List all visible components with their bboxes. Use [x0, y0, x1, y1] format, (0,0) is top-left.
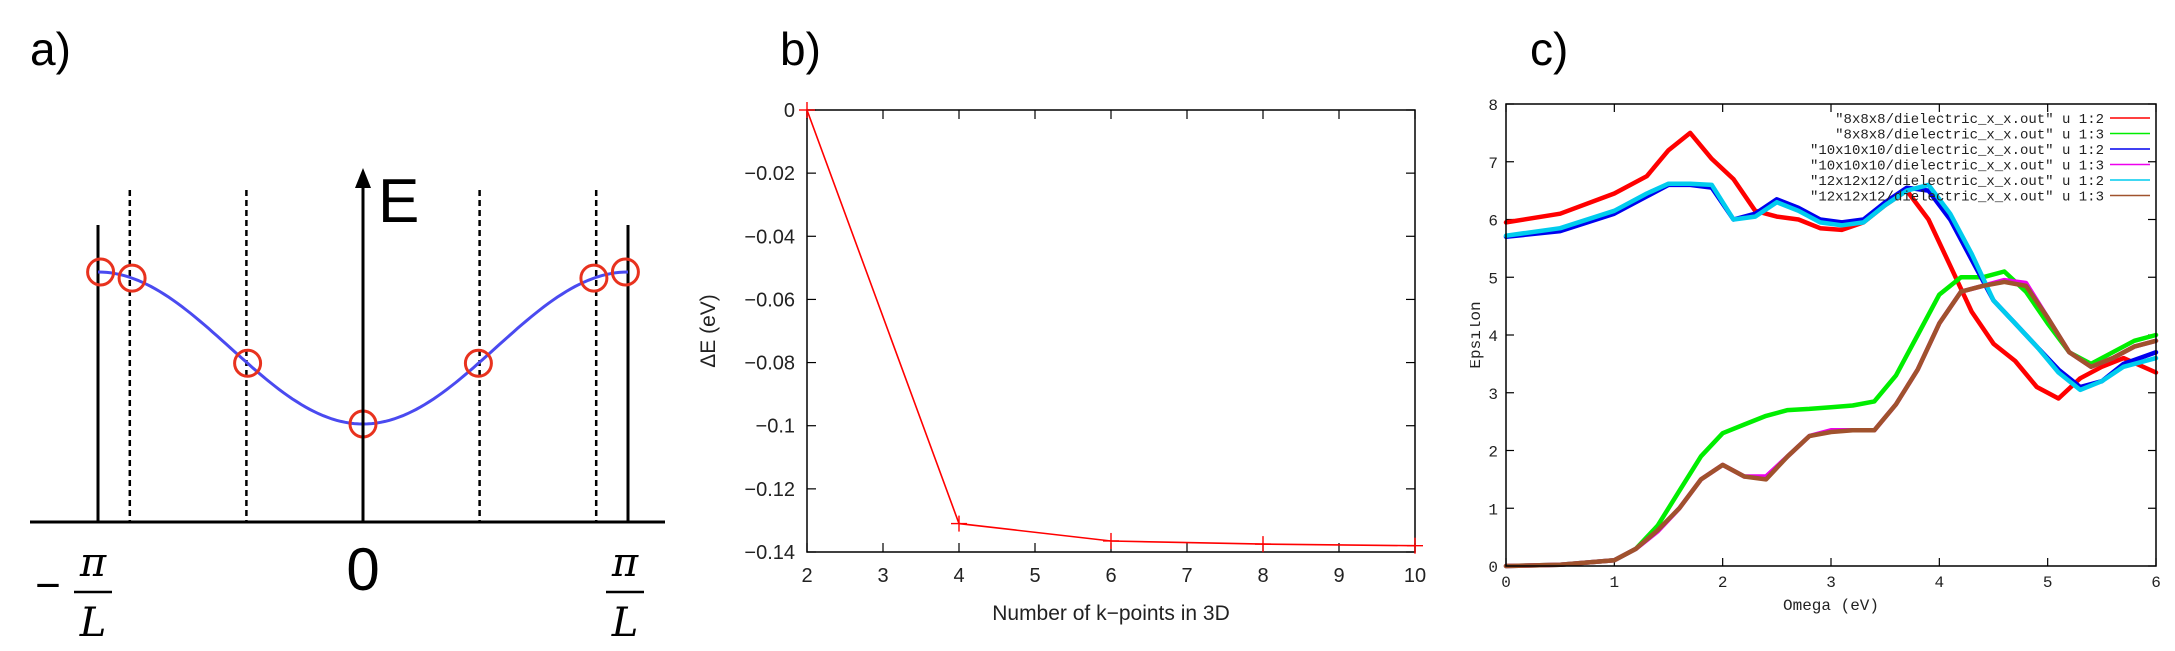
- plot-frame: [1505, 103, 2157, 567]
- right-label-denominator: L: [611, 600, 639, 646]
- zone-boundaries: [96, 190, 630, 522]
- plot-frame: [806, 109, 1416, 553]
- y-tick-label: 8: [1488, 97, 1498, 115]
- series-line: [1503, 181, 2159, 393]
- y-tick-label: −0.1: [756, 416, 795, 438]
- x-tick-label: 0: [1501, 574, 1511, 592]
- y-axis-label: Epsilon: [1470, 301, 1485, 368]
- x-tick-label: 9: [1333, 565, 1344, 587]
- panel-label-b: b): [780, 23, 821, 75]
- x-tick-label: 10: [1404, 565, 1426, 587]
- x-tick-label: 1: [1610, 574, 1620, 592]
- y-tick-label: −0.12: [744, 479, 795, 501]
- y-tick-label: 0: [784, 100, 795, 122]
- data-point: [951, 515, 967, 532]
- energy-axis-arrow: [355, 168, 371, 188]
- x-tick-label: 7: [1181, 565, 1192, 587]
- y-tick-label: 4: [1488, 328, 1498, 346]
- y-tick-label: 3: [1488, 386, 1498, 404]
- right-label-numerator: π: [611, 540, 639, 586]
- x-tick-label: 4: [953, 565, 964, 587]
- y-tick-label: 7: [1488, 155, 1498, 173]
- k-point-marker: [579, 263, 609, 293]
- legend-entry: "12x12x12/dielectric_x_x.out" u 1:3: [1810, 190, 2104, 206]
- legend-entry: "10x10x10/dielectric_x_x.out" u 1:3: [1810, 159, 2104, 175]
- x-tick-label: 8: [1257, 565, 1268, 587]
- panel-label-c: c): [1530, 23, 1569, 75]
- k-point-marker: [610, 257, 640, 287]
- series-line: [806, 109, 1416, 547]
- x-tick-label: 3: [1826, 574, 1836, 592]
- y-tick-label: −0.06: [744, 289, 795, 311]
- energy-label: E: [378, 167, 419, 236]
- legend-entry: "8x8x8/dielectric_x_x.out" u 1:3: [1835, 128, 2104, 144]
- band-diagram: E 0 − π L π L: [30, 167, 665, 646]
- y-tick-label: −0.14: [744, 542, 795, 564]
- k-point-marker: [463, 348, 493, 378]
- y-axis-ticks: 0 1 2 3 4 5 6 7 8: [1488, 97, 2156, 577]
- k-point-marker: [117, 263, 147, 293]
- k-point-marker: [86, 257, 116, 287]
- zero-label: 0: [346, 536, 379, 603]
- y-tick-label: −0.02: [744, 163, 795, 185]
- y-tick-label: −0.08: [744, 353, 795, 375]
- data-point: [799, 102, 815, 118]
- data-point: [1103, 532, 1119, 549]
- x-axis-label: Number of k−points in 3D: [992, 602, 1230, 625]
- x-tick-label: 2: [801, 565, 812, 587]
- y-tick-label: 5: [1488, 270, 1498, 288]
- x-axis-ticks: 0 1 2 3 4 5 6: [1501, 104, 2161, 592]
- series-line: [1503, 277, 2159, 569]
- y-axis-label: ΔE (eV): [697, 294, 720, 368]
- y-tick-label: 1: [1488, 501, 1498, 519]
- x-tick-label: 5: [2043, 574, 2053, 592]
- series-line: [1503, 279, 2159, 569]
- k-point-markers: [86, 257, 640, 439]
- left-label-sign: −: [35, 561, 61, 610]
- x-tick-label: 6: [1105, 565, 1116, 587]
- panel-label-a: a): [30, 23, 71, 75]
- x-axis-label: Omega (eV): [1783, 597, 1879, 615]
- x-tick-label: 5: [1029, 565, 1040, 587]
- x-tick-label: 2: [1718, 574, 1728, 592]
- series-group: [799, 102, 1423, 554]
- legend: "8x8x8/dielectric_x_x.out" u 1:2"8x8x8/d…: [1810, 112, 2150, 206]
- data-point: [1255, 536, 1271, 553]
- data-point: [1407, 537, 1423, 554]
- y-tick-label: −0.04: [744, 226, 795, 248]
- chart-c: 0 1 2 3 4 5 6 7 8 0 1 2 3 4 5 6 "8x8x8/dielectric_x_x.…: [1470, 97, 2161, 615]
- series-group: [1503, 130, 2159, 569]
- y-axis-ticks: 0 −0.02 −0.04 −0.06 −0.08 −0.1 −0.12 −0.14: [744, 100, 1415, 564]
- x-axis-ticks: 2 3 4 5 6 7 8 9 10: [801, 110, 1426, 587]
- x-tick-label: 6: [2151, 574, 2161, 592]
- y-tick-label: 6: [1488, 213, 1498, 231]
- chart-b: 0 −0.02 −0.04 −0.06 −0.08 −0.1 −0.12 −0.14 2 3 4 5…: [697, 100, 1426, 625]
- left-label-numerator: π: [79, 540, 107, 586]
- legend-entry: "10x10x10/dielectric_x_x.out" u 1:2: [1810, 143, 2104, 159]
- series-line: [1503, 269, 2159, 569]
- y-tick-label: 2: [1488, 444, 1498, 462]
- y-tick-label: 0: [1488, 559, 1498, 577]
- legend-entry: "12x12x12/dielectric_x_x.out" u 1:2: [1810, 174, 2104, 190]
- legend-entry: "8x8x8/dielectric_x_x.out" u 1:2: [1835, 112, 2104, 128]
- k-point-marker: [233, 348, 263, 378]
- x-tick-label: 4: [1935, 574, 1945, 592]
- left-label-denominator: L: [79, 600, 107, 646]
- x-tick-label: 3: [877, 565, 888, 587]
